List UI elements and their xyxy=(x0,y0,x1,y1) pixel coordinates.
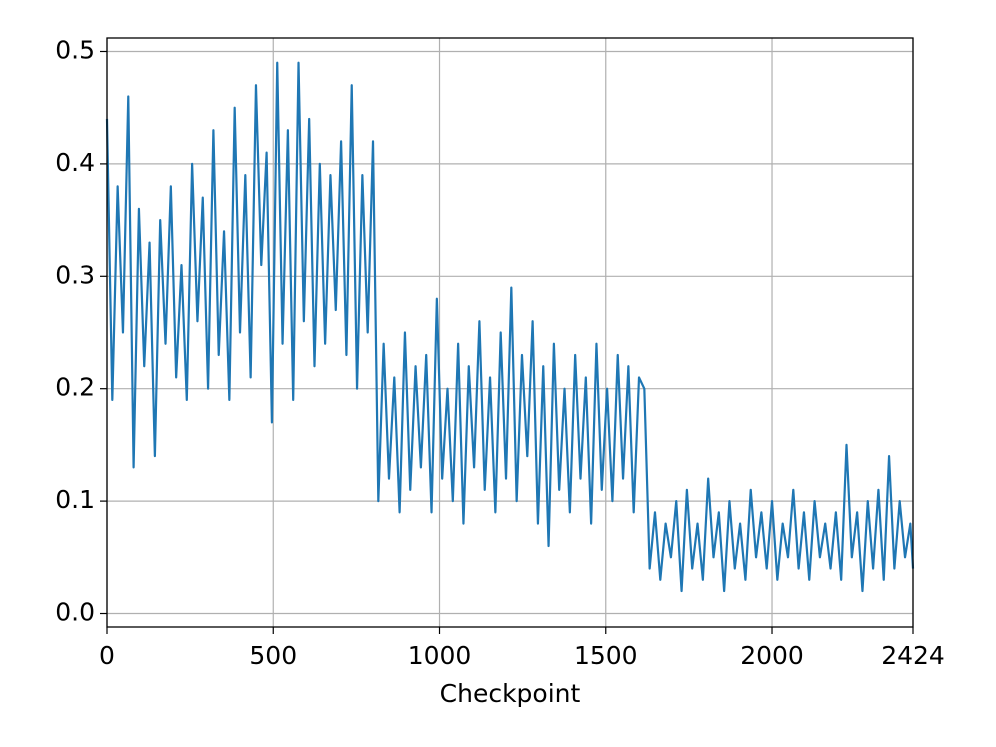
tick-labels: 0.0 0.1 0.2 0.3 0.4 0.5 0 500 1000 1500 2000 2424 xyxy=(55,35,945,670)
y-tick-label: 0.4 xyxy=(55,148,95,177)
data-line xyxy=(105,61,915,593)
plot-area xyxy=(105,61,915,593)
x-tick-label: 1000 xyxy=(408,641,472,670)
y-tick-label: 0.5 xyxy=(55,35,95,64)
y-tick-label: 0.3 xyxy=(55,260,95,289)
y-tick-label: 0.2 xyxy=(55,373,95,402)
y-tick-label: 0.1 xyxy=(55,485,95,514)
axes-frame xyxy=(106,37,914,628)
x-tick-label: 0 xyxy=(99,641,115,670)
y-tick-label: 0.0 xyxy=(55,598,95,627)
x-tick-label: 1500 xyxy=(574,641,638,670)
x-axis-label: Checkpoint xyxy=(440,679,581,708)
x-tick-label: 500 xyxy=(249,641,297,670)
x-tick-label: 2424 xyxy=(881,641,945,670)
x-tick-label: 2000 xyxy=(740,641,804,670)
